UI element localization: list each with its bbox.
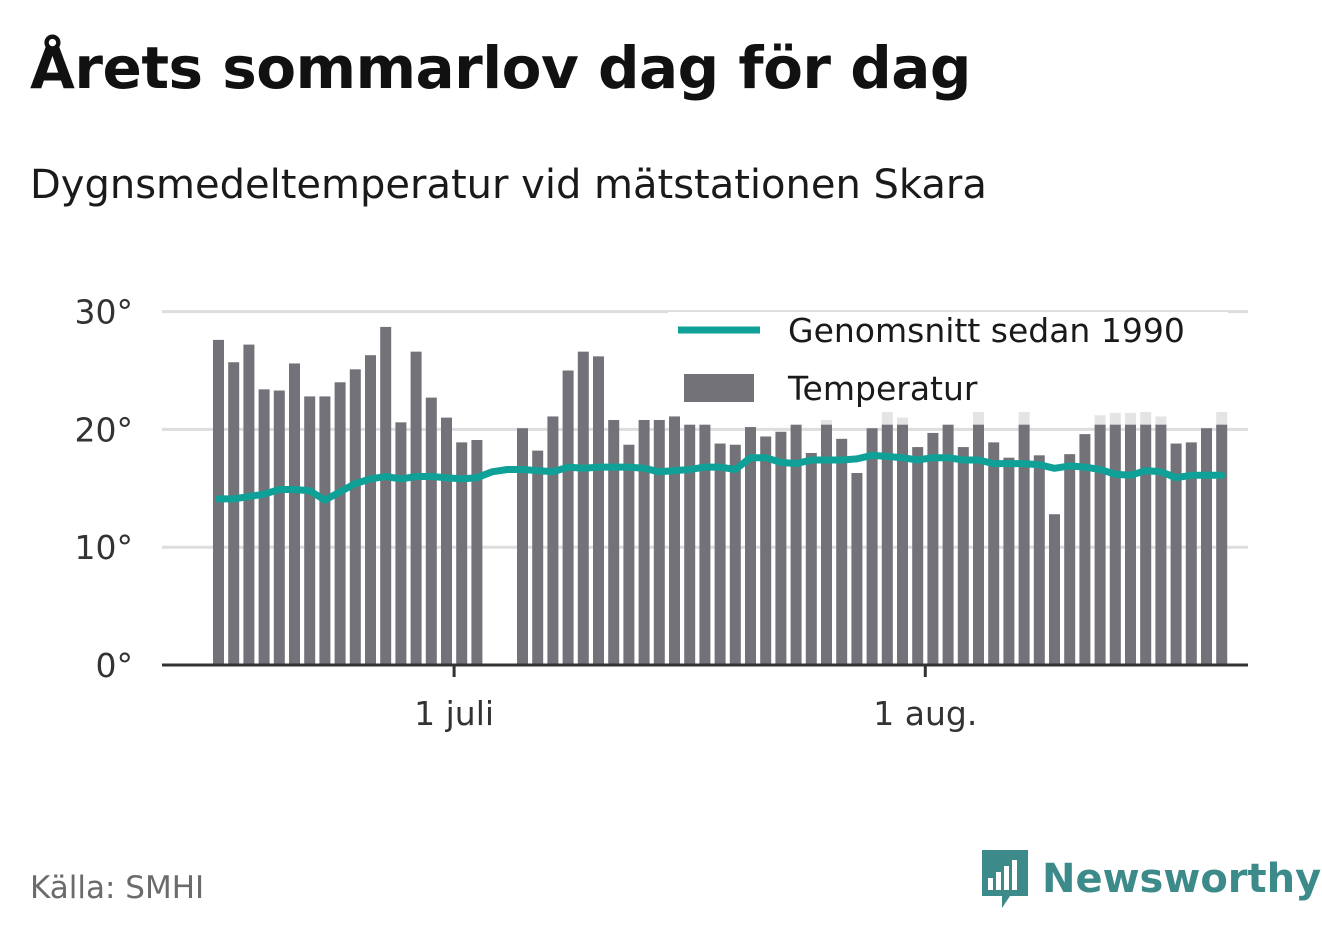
temperature-bar	[365, 355, 376, 665]
temperature-bar	[425, 397, 437, 665]
temperature-bar	[897, 424, 908, 665]
temperature-bar	[547, 416, 559, 665]
temperature-bar	[927, 432, 939, 665]
temperature-bar	[243, 344, 255, 665]
temperature-bar	[729, 444, 741, 665]
temperature-bar	[608, 419, 620, 665]
temperature-bar	[1109, 424, 1121, 665]
temperature-bar	[532, 450, 544, 665]
temperature-bar	[1216, 424, 1228, 665]
temperature-bar	[1140, 424, 1152, 665]
temperature-bar	[1003, 457, 1015, 665]
temperature-bar	[1201, 428, 1212, 665]
temperature-bar	[1125, 424, 1136, 665]
legend-background	[668, 312, 1228, 412]
temperature-bar	[836, 438, 848, 665]
temperature-bar	[881, 424, 893, 665]
chart-title: Årets sommarlov dag för dag	[30, 34, 971, 102]
temperature-bar	[517, 428, 528, 665]
temperature-bar	[1018, 424, 1030, 665]
legend-swatch-temperature	[684, 374, 754, 402]
temperature-bar	[638, 419, 650, 665]
temperature-bar	[699, 424, 711, 665]
temperature-bar	[851, 472, 863, 665]
y-tick-label: 0°	[96, 646, 134, 685]
temperature-bar	[410, 351, 422, 665]
temperature-bar	[562, 370, 574, 665]
source-note: Källa: SMHI	[30, 870, 205, 906]
temperature-bar	[669, 416, 680, 665]
temperature-bar	[289, 363, 300, 665]
temperature-bar	[304, 396, 316, 665]
temperature-bar	[213, 339, 224, 665]
temperature-bar	[957, 447, 969, 665]
temperature-bar	[228, 362, 240, 665]
x-tick-label: 1 juli	[414, 694, 494, 733]
legend-label-temperature: Temperatur	[787, 369, 978, 408]
x-tick-label: 1 aug.	[873, 694, 977, 733]
temperature-bar	[380, 326, 392, 665]
temperature-bar	[714, 443, 726, 665]
temperature-bar	[805, 452, 817, 665]
temperature-bar	[258, 389, 270, 665]
axis-layer: 0° 10° 20° 30° 1 juli 1 aug.	[75, 293, 1248, 733]
temperature-chart: 0° 10° 20° 30° 1 juli 1 aug. Genomsnitt sedan…	[75, 293, 1248, 733]
temperature-bar	[745, 427, 756, 665]
temperature-bar	[593, 356, 604, 665]
legend: Genomsnitt sedan 1990 Temperatur	[668, 311, 1228, 412]
temperature-bar	[1079, 434, 1091, 665]
temperature-bar	[790, 424, 802, 665]
temperature-bar	[273, 390, 285, 665]
temperature-bar	[866, 428, 878, 665]
temperature-bar	[1064, 454, 1076, 665]
y-tick-label: 10°	[75, 528, 134, 567]
temperature-bar	[395, 422, 407, 665]
y-tick-label: 20°	[75, 410, 134, 449]
legend-label-average: Genomsnitt sedan 1990	[788, 311, 1185, 350]
temperature-bar	[760, 436, 772, 665]
brand-name: Newsworthy	[1042, 856, 1322, 902]
temperature-bar	[1170, 443, 1182, 665]
temperature-bar	[471, 440, 483, 665]
temperature-bar	[775, 431, 787, 665]
temperature-bar	[1185, 442, 1197, 665]
bars-layer	[213, 326, 1228, 665]
temperature-bar	[349, 369, 361, 665]
bar-chart-speech-bubble-icon	[982, 850, 1028, 908]
temperature-bar	[319, 396, 331, 665]
temperature-bar	[684, 424, 696, 665]
temperature-bar	[1049, 514, 1060, 665]
temperature-bar	[912, 447, 924, 665]
temperature-bar	[1033, 455, 1045, 665]
average-line	[215, 451, 1226, 504]
brand-logo: Newsworthy	[980, 848, 1321, 910]
temperature-bar	[1094, 424, 1106, 665]
temperature-bar	[1155, 424, 1167, 665]
temperature-bar	[942, 424, 954, 665]
y-tick-label: 30°	[75, 293, 134, 332]
temperature-bar	[441, 417, 452, 665]
temperature-bar	[456, 442, 468, 665]
average-line-layer	[215, 451, 1226, 504]
temperature-bar	[577, 351, 589, 665]
temperature-bar	[821, 424, 832, 665]
temperature-bar	[988, 442, 1000, 665]
temperature-bar	[334, 382, 346, 665]
temperature-bar	[623, 444, 635, 665]
temperature-bar	[973, 424, 984, 665]
temperature-bar	[653, 419, 665, 665]
chart-subtitle: Dygnsmedeltemperatur vid mätstationen Sk…	[30, 162, 987, 208]
